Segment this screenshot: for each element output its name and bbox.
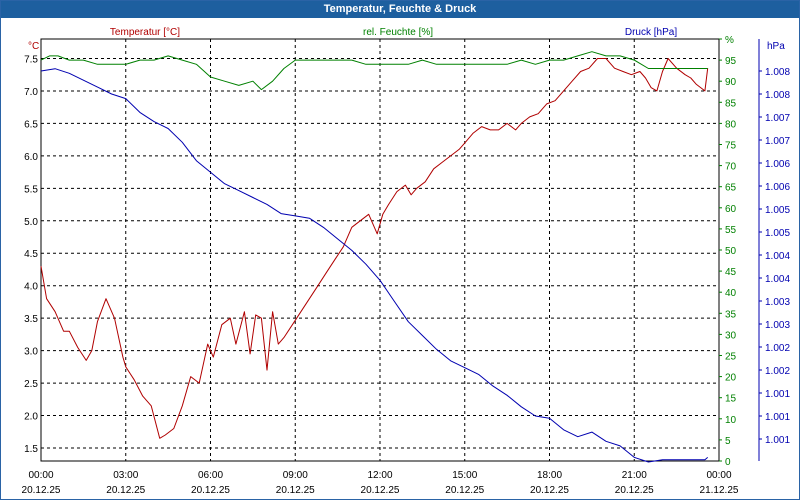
pressure-tick-label: 1.001	[765, 435, 790, 446]
pressure-axis-unit: hPa	[767, 41, 785, 52]
humidity-tick-label: 25	[725, 352, 737, 363]
x-tick-time: 00:00	[28, 470, 53, 481]
pressure-tick-label: 1.001	[765, 389, 790, 400]
x-tick-date: 20.12.25	[22, 485, 61, 496]
humidity-tick-label: 60	[725, 204, 737, 215]
legend-pressure: Druck [hPa]	[625, 27, 677, 38]
x-tick-time: 09:00	[283, 470, 308, 481]
humidity-tick-label: 35	[725, 309, 737, 320]
x-tick-time: 00:00	[706, 470, 731, 481]
humidity-tick-label: 90	[725, 77, 737, 88]
x-tick-date: 20.12.25	[615, 485, 654, 496]
humidity-tick-label: 40	[725, 288, 737, 299]
pressure-tick-label: 1.005	[765, 228, 790, 239]
humidity-tick-label: 55	[725, 225, 737, 236]
pressure-tick-label: 1.007	[765, 136, 790, 147]
humidity-tick-label: %	[725, 35, 734, 46]
x-tick-time: 12:00	[367, 470, 392, 481]
x-tick-date: 20.12.25	[106, 485, 145, 496]
pressure-tick-label: 1.002	[765, 343, 790, 354]
temperature-tick-label: 4.5	[24, 249, 38, 260]
humidity-tick-label: 5	[725, 436, 731, 447]
pressure-tick-label: 1.008	[765, 67, 790, 78]
humidity-tick-label: 80	[725, 119, 737, 130]
temperature-tick-label: 6.5	[24, 119, 38, 130]
temperature-tick-label: 3.0	[24, 347, 38, 358]
temperature-tick-label: 1.5	[24, 444, 38, 455]
x-tick-date: 20.12.25	[191, 485, 230, 496]
pressure-tick-label: 1.002	[765, 366, 790, 377]
humidity-tick-label: 85	[725, 98, 737, 109]
x-tick-date: 20.12.25	[276, 485, 315, 496]
x-tick-time: 21:00	[622, 470, 647, 481]
x-tick-time: 18:00	[537, 470, 562, 481]
chart-title: Temperatur, Feuchte & Druck	[1, 1, 799, 18]
x-tick-date: 20.12.25	[445, 485, 484, 496]
temperature-tick-label: 3.5	[24, 314, 38, 325]
legend-temperature: Temperatur [°C]	[110, 27, 180, 38]
temperature-tick-label: 4.0	[24, 282, 38, 293]
humidity-series-line	[40, 51, 708, 91]
x-tick-time: 06:00	[198, 470, 223, 481]
humidity-tick-label: 65	[725, 183, 737, 194]
humidity-tick-label: 10	[725, 415, 737, 426]
temperature-series-line	[40, 58, 709, 439]
x-tick-time: 03:00	[113, 470, 138, 481]
pressure-series-line	[40, 68, 709, 463]
humidity-tick-label: 75	[725, 141, 737, 152]
temperature-tick-label: 2.0	[24, 412, 38, 423]
pressure-tick-label: 1.006	[765, 159, 790, 170]
pressure-tick-label: 1.007	[765, 113, 790, 124]
temperature-tick-label: 5.5	[24, 184, 38, 195]
humidity-tick-label: 50	[725, 246, 737, 257]
pressure-tick-label: 1.001	[765, 412, 790, 423]
pressure-tick-label: 1.003	[765, 320, 790, 331]
pressure-tick-label: 1.006	[765, 182, 790, 193]
humidity-tick-label: 95	[725, 56, 737, 67]
pressure-tick-label: 1.005	[765, 205, 790, 216]
temperature-tick-label: 6.0	[24, 152, 38, 163]
x-tick-date: 20.12.25	[530, 485, 569, 496]
humidity-tick-label: 15	[725, 394, 737, 405]
temperature-tick-label: 5.0	[24, 217, 38, 228]
pressure-tick-label: 1.003	[765, 297, 790, 308]
humidity-tick-label: 20	[725, 373, 737, 384]
pressure-tick-label: 1.004	[765, 274, 790, 285]
temperature-axis-unit: °C	[28, 41, 39, 52]
humidity-tick-label: 45	[725, 267, 737, 278]
x-tick-date: 20.12.25	[361, 485, 400, 496]
humidity-tick-label: 70	[725, 162, 737, 173]
humidity-tick-label: 30	[725, 330, 737, 341]
pressure-tick-label: 1.004	[765, 251, 790, 262]
x-tick-date: 21.12.25	[700, 485, 739, 496]
legend-humidity: rel. Feuchte [%]	[363, 27, 433, 38]
temperature-tick-label: 7.0	[24, 87, 38, 98]
temperature-tick-label: 7.5	[24, 54, 38, 65]
pressure-tick-label: 1.008	[765, 90, 790, 101]
humidity-tick-label: 0	[725, 457, 731, 468]
temperature-tick-label: 2.5	[24, 379, 38, 390]
x-tick-time: 15:00	[452, 470, 477, 481]
